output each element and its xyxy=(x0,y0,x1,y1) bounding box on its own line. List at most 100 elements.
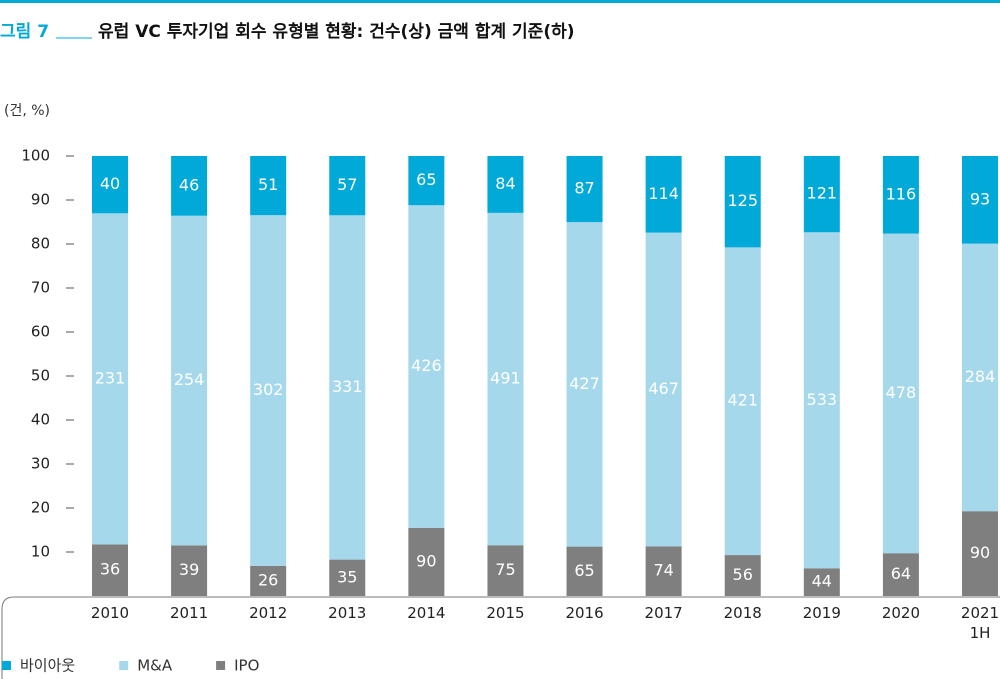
legend-swatch xyxy=(119,661,129,670)
bar-segment xyxy=(645,232,682,547)
bar-segment xyxy=(171,215,208,546)
data-label: 90 xyxy=(970,543,990,562)
bar-segment xyxy=(803,232,840,569)
data-label: 36 xyxy=(100,560,120,579)
y-tick-label: 20 xyxy=(31,499,50,517)
data-label: 74 xyxy=(653,561,673,580)
data-label: 533 xyxy=(807,390,838,409)
bar-segment xyxy=(171,156,208,216)
x-tick-label: 2017 xyxy=(644,604,683,622)
bar-segment xyxy=(487,212,524,546)
figure-label: 그림 7 xyxy=(0,22,49,42)
y-tick-label: 50 xyxy=(31,367,50,385)
y-tick-label: 90 xyxy=(31,191,50,209)
bar-segment xyxy=(803,568,840,596)
data-label: 114 xyxy=(648,184,679,203)
x-tick-label: 2012 xyxy=(249,604,288,622)
data-label: 65 xyxy=(574,561,594,580)
bar-segment xyxy=(92,156,128,214)
y-tick-label: 70 xyxy=(31,279,50,297)
chart-title: 유럽 VC 투자기업 회수 유형별 현황: 건수(상) 금액 합계 기준(하) xyxy=(98,21,575,42)
x-tick-label: 2011 xyxy=(169,604,209,622)
data-label: 121 xyxy=(807,184,838,203)
bar-segment xyxy=(487,545,524,596)
data-label: 302 xyxy=(253,380,284,399)
data-label: 254 xyxy=(174,370,205,389)
data-label: 467 xyxy=(648,379,679,398)
bar-segment xyxy=(329,215,366,560)
bar-segment xyxy=(962,243,998,512)
data-label: 284 xyxy=(965,367,996,386)
y-tick-label: 40 xyxy=(31,411,50,429)
bar-segment xyxy=(566,546,603,596)
bar-segment xyxy=(408,205,445,528)
bar-segment xyxy=(803,156,840,233)
data-label: 331 xyxy=(332,377,363,396)
data-label: 75 xyxy=(495,560,515,579)
data-label: 40 xyxy=(100,174,120,193)
unit-label: (건, %) xyxy=(4,103,50,119)
data-label: 56 xyxy=(733,565,753,584)
data-label: 39 xyxy=(179,560,199,579)
x-tick-label: 2019 xyxy=(802,604,841,622)
bar-segment xyxy=(962,511,998,596)
bar-segment xyxy=(408,527,445,596)
legend-swatch xyxy=(2,661,11,670)
bar-segment xyxy=(250,156,287,216)
bar-segment xyxy=(250,565,287,596)
data-label: 116 xyxy=(886,184,917,203)
data-label: 51 xyxy=(258,175,278,194)
y-tick-label: 10 xyxy=(31,543,50,561)
bar-segment xyxy=(962,156,998,244)
x-tick-label: 2021 1H xyxy=(960,604,1000,642)
x-tick-label: 2013 xyxy=(328,604,367,622)
x-tick-label: 2015 xyxy=(486,604,525,622)
data-label: 426 xyxy=(411,356,442,375)
data-label: 125 xyxy=(727,191,758,210)
bar-segment xyxy=(408,156,445,206)
data-label: 44 xyxy=(812,572,832,591)
bar-segment xyxy=(92,544,128,596)
bar-segment xyxy=(882,233,919,554)
x-tick-label: 2014 xyxy=(407,604,446,622)
bar-segment xyxy=(250,215,287,566)
bar-segment xyxy=(329,156,366,216)
bar-segment xyxy=(882,156,919,234)
bar-segment xyxy=(171,545,208,596)
data-label: 57 xyxy=(337,175,357,194)
data-label: 84 xyxy=(495,174,515,193)
bar-segment xyxy=(645,546,682,596)
y-tick-label: 80 xyxy=(31,235,50,253)
bar-segment xyxy=(566,222,603,547)
x-tick-label: 2020 xyxy=(881,604,920,622)
bar-segment xyxy=(724,555,761,596)
x-tick-label: 2016 xyxy=(565,604,604,622)
top-rule xyxy=(0,0,1000,3)
bar-segment xyxy=(566,156,603,223)
data-label: 26 xyxy=(258,570,278,589)
data-label: 65 xyxy=(416,170,436,189)
data-label: 87 xyxy=(574,179,594,198)
legend-swatch xyxy=(216,661,226,670)
data-label: 478 xyxy=(886,383,917,402)
bar-segment xyxy=(487,156,524,213)
data-label: 46 xyxy=(179,175,199,194)
y-tick-label: 100 xyxy=(21,147,50,165)
y-tick-label: 30 xyxy=(31,455,50,473)
data-label: 90 xyxy=(416,551,436,570)
y-tick-label: 60 xyxy=(31,323,50,341)
bar-segment xyxy=(329,559,366,596)
data-label: 427 xyxy=(569,374,600,393)
legend-label: 바이아웃 xyxy=(20,657,75,675)
frame xyxy=(1,596,1000,679)
bar-segment xyxy=(645,156,682,233)
data-label: 93 xyxy=(970,189,990,208)
data-label: 491 xyxy=(490,369,521,388)
bar-segment xyxy=(724,156,761,248)
x-tick-label: 2010 xyxy=(90,604,130,622)
data-label: 421 xyxy=(727,391,758,410)
data-label: 231 xyxy=(95,368,126,387)
legend-label: M&A xyxy=(137,657,173,675)
